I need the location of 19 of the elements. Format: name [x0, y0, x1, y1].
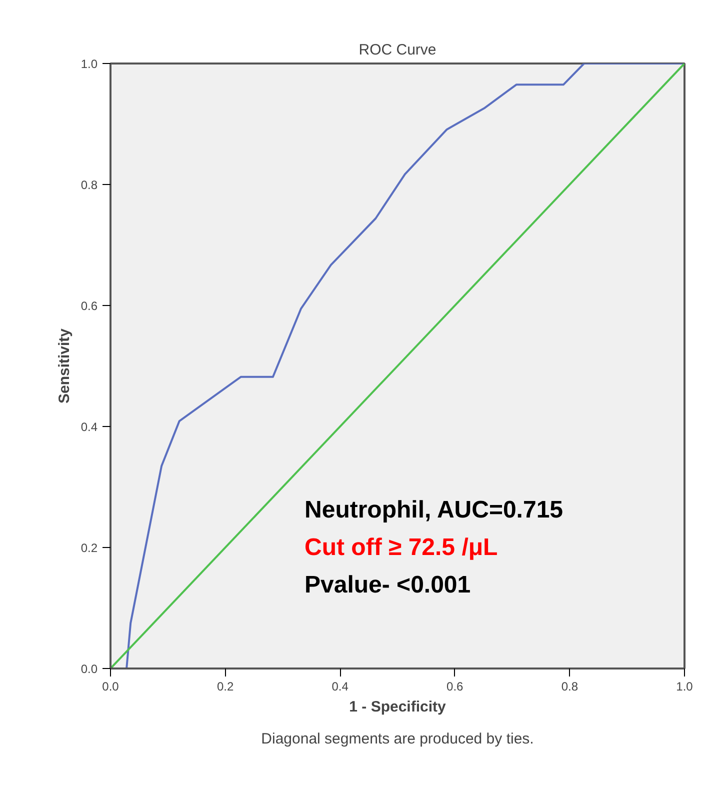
annotation: Pvalue- <0.001	[304, 572, 471, 599]
x-tick-label: 0.8	[561, 680, 578, 694]
y-tick-label: 0.2	[80, 541, 98, 555]
text: Diagonal segments are produced by ties.	[261, 730, 534, 748]
x-axis-title: 1 - Specificity	[349, 698, 447, 716]
y-tick-label: 0.8	[80, 178, 98, 192]
chart-title: ROC Curve	[358, 42, 436, 58]
x-tick-label: 0.6	[446, 680, 464, 694]
x-tick-label: 0.4	[332, 680, 349, 694]
x-tick-label: 0.2	[216, 680, 234, 694]
y-axis-title: Sensitivity	[56, 328, 73, 404]
annotation: Neutrophil, AUC=0.715	[304, 496, 564, 524]
annotation: Cut off ≥ 72.5 /μL	[304, 534, 498, 561]
y-tick-label: 0.6	[80, 299, 98, 313]
y-tick-label: 1.0	[80, 57, 98, 71]
x-tick-label: 0.0	[102, 680, 120, 694]
x-tick-label: 1.0	[676, 680, 694, 694]
y-tick-label: 0.0	[80, 662, 98, 676]
y-tick-label: 0.4	[80, 420, 98, 434]
